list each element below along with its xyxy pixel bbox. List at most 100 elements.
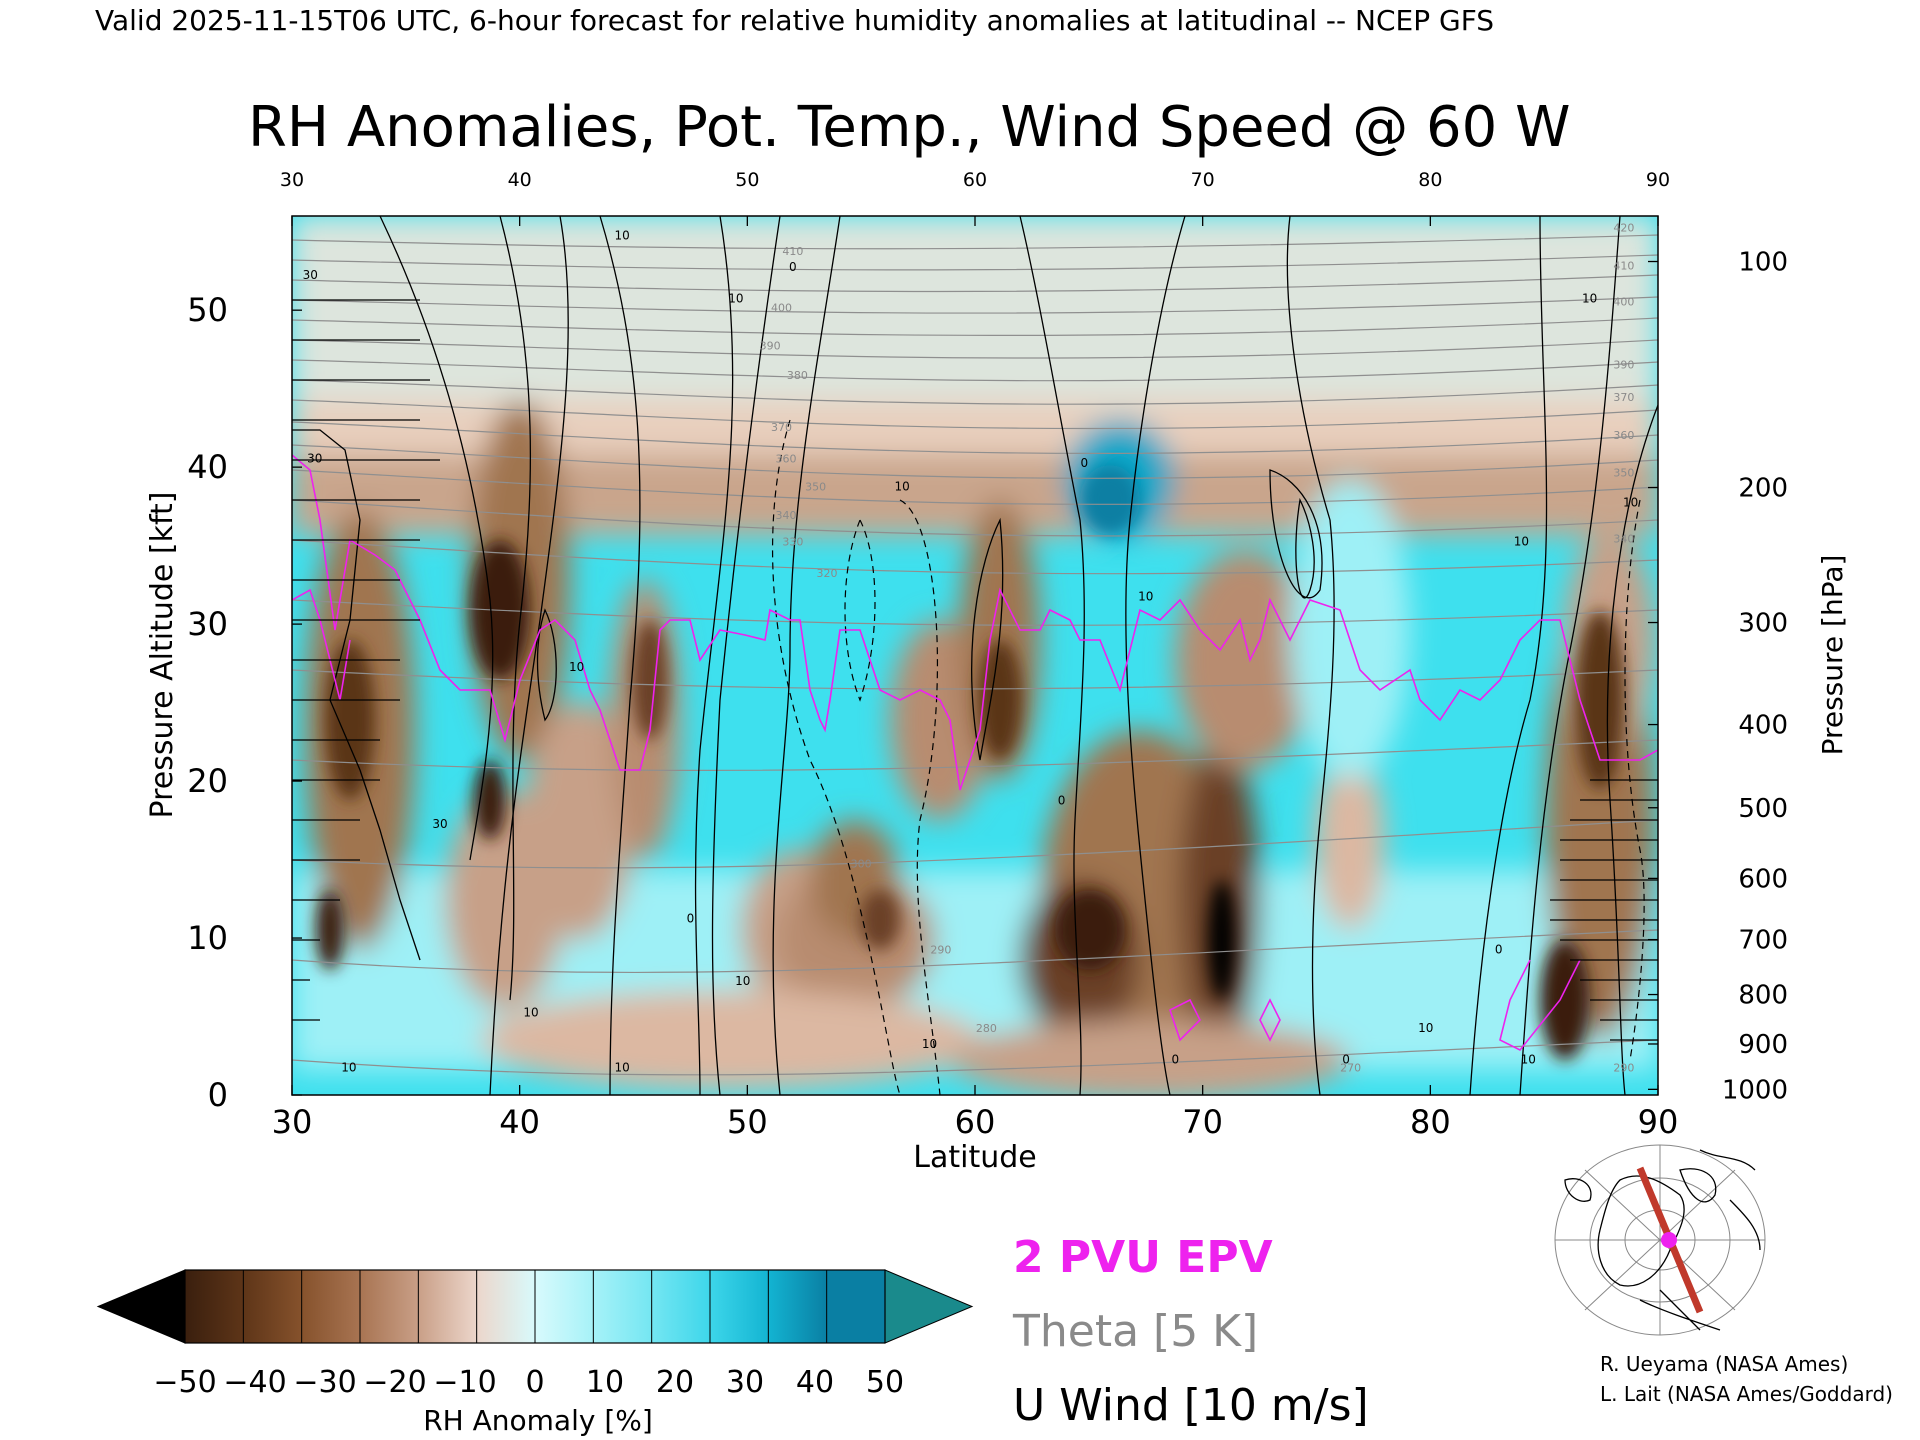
pressure-tick-label: 900 [1738,1030,1788,1060]
x-tick-label: 30 [272,1103,313,1141]
x-tick-label: 80 [1410,1103,1451,1141]
x-axis: 30 40 50 60 70 80 90 [272,1085,1678,1141]
wind-contour-label: 10 [1418,1021,1433,1035]
wind-contour-label: 0 [1172,1053,1180,1067]
pressure-tick-label: 1000 [1722,1075,1788,1105]
wind-contour-label: 0 [687,911,695,925]
theta-contour-label: 370 [1613,391,1634,404]
y-tick-label: 40 [187,448,228,486]
wind-contour-label: 0 [789,260,797,274]
theta-contour-label: 410 [782,245,803,258]
top-axis: 30 40 50 60 70 80 90 [280,169,1670,226]
wind-contour-label: 30 [432,817,447,831]
colorbar-tick-label: −30 [293,1365,356,1400]
wind-contour-label: 10 [922,1037,937,1051]
wind-contour-label: 0 [1058,794,1066,808]
wind-contour-label: 10 [1582,291,1597,305]
theta-contour-label: 400 [1613,295,1634,308]
wind-contour-label: 10 [1514,535,1529,549]
theta-contour-label: 380 [787,369,808,382]
y-tick-label: 50 [187,291,228,329]
theta-contour-label: 360 [776,452,797,465]
colorbar-segment [243,1270,303,1343]
wind-contour-label: 10 [735,974,750,988]
colorbar-segment [476,1270,536,1343]
pressure-tick-label: 100 [1738,248,1788,278]
pressure-tick-label: 700 [1738,926,1788,956]
colorbar-segment [535,1270,594,1343]
colorbar-tick-label: 50 [866,1365,904,1400]
theta-contour-label: 360 [1613,429,1634,442]
y-tick-label: 0 [208,1076,228,1114]
theta-contour-label: 290 [930,944,951,957]
wind-contour-label: 0 [1495,943,1503,957]
wind-labels: 30 30 30 10 10 10 10 10 0 10 0 10 10 10 0 10 0 0 0 10 0 10 10 1… [303,229,1639,1075]
colorbar-segment [593,1270,653,1343]
wind-contour-label: 30 [307,451,322,465]
colorbar-high-arrow [884,1269,974,1344]
wind-contour-label: 10 [523,1006,538,1020]
theta-contour-label: 390 [760,339,781,352]
rh-anomaly-field [292,216,1658,1095]
legend-theta: Theta [5 K] [1012,1306,1258,1357]
theta-contour-label: 340 [1613,532,1634,545]
wind-contour-label: 30 [303,268,318,282]
theta-contour-label: 270 [1340,1061,1361,1074]
pressure-tick-label: 500 [1738,794,1788,824]
y-axis-right-label: Pressure [hPa] [1816,555,1849,756]
colorbar-segment [651,1270,711,1343]
theta-contour-label: 320 [817,567,838,580]
y-axis-left: 0 10 20 30 40 50 [187,291,302,1114]
y-tick-label: 10 [187,919,228,957]
theta-contour-label: 300 [851,857,872,870]
x-tick-label: 70 [1182,1103,1223,1141]
colorbar-segment [418,1270,478,1343]
colorbar: −50 −40 −30 −20 −10 0 10 20 30 40 50 [96,1269,974,1400]
x-tick-label: 40 [499,1103,540,1141]
colorbar-tick-label: −40 [223,1365,286,1400]
colorbar-low-arrow [96,1269,186,1344]
theta-contour-label: 280 [976,1022,997,1035]
wind-contour-label: 10 [1521,1053,1536,1067]
y-tick-label: 20 [187,762,228,800]
legend: 2 PVU EPV Theta [5 K] U Wind [10 m/s] [1012,1232,1369,1431]
colorbar-tick-label: −10 [433,1365,496,1400]
wind-contour-label: 0 [1080,456,1088,470]
theta-contour-label: 370 [771,421,792,434]
colorbar-segment [710,1270,769,1343]
top-tick-label: 80 [1418,169,1442,191]
wind-contour-label: 10 [1138,590,1153,604]
wind-contour-label: 10 [569,660,584,674]
colorbar-segment [768,1270,828,1343]
wind-contour-label: 10 [895,480,910,494]
wind-contour-label: 10 [341,1060,356,1074]
legend-uwind: U Wind [10 m/s] [1013,1380,1369,1431]
pressure-tick-label: 400 [1738,711,1788,741]
legend-epv: 2 PVU EPV [1013,1232,1273,1283]
u-wind-contours [292,216,1658,1095]
x-tick-label: 60 [955,1103,996,1141]
theta-contour-label: 400 [771,302,792,315]
colorbar-tick-label: −50 [153,1365,216,1400]
locator-map [1554,1144,1766,1336]
colorbar-segment [826,1270,886,1343]
theta-labels: 270 280 290 300 320 330 340 350 360 370 380 390 400 4… [760,222,1635,1075]
colorbar-tick-label: 0 [525,1365,544,1400]
top-tick-label: 70 [1191,169,1215,191]
colorbar-tick-label: 10 [586,1365,624,1400]
pressure-tick-label: 800 [1738,981,1788,1011]
credit-1: R. Ueyama (NASA Ames) [1600,1352,1848,1376]
wind-contour-label: 10 [614,229,629,243]
colorbar-tick-label: −20 [363,1365,426,1400]
theta-contour-label: 350 [805,481,826,494]
u-wind-negative-contours [772,419,1645,1095]
chart-title: RH Anomalies, Pot. Temp., Wind Speed @ 6… [248,95,1570,160]
wind-contour-label: 10 [728,291,743,305]
theta-contour-label: 390 [1613,358,1634,371]
colorbar-segment [360,1270,419,1343]
colorbar-tick-label: 40 [796,1365,834,1400]
y-axis-right: 1000 900 800 700 600 500 400 300 200 100 [1648,248,1788,1105]
theta-contour-label: 330 [782,536,803,549]
top-tick-label: 30 [280,169,304,191]
